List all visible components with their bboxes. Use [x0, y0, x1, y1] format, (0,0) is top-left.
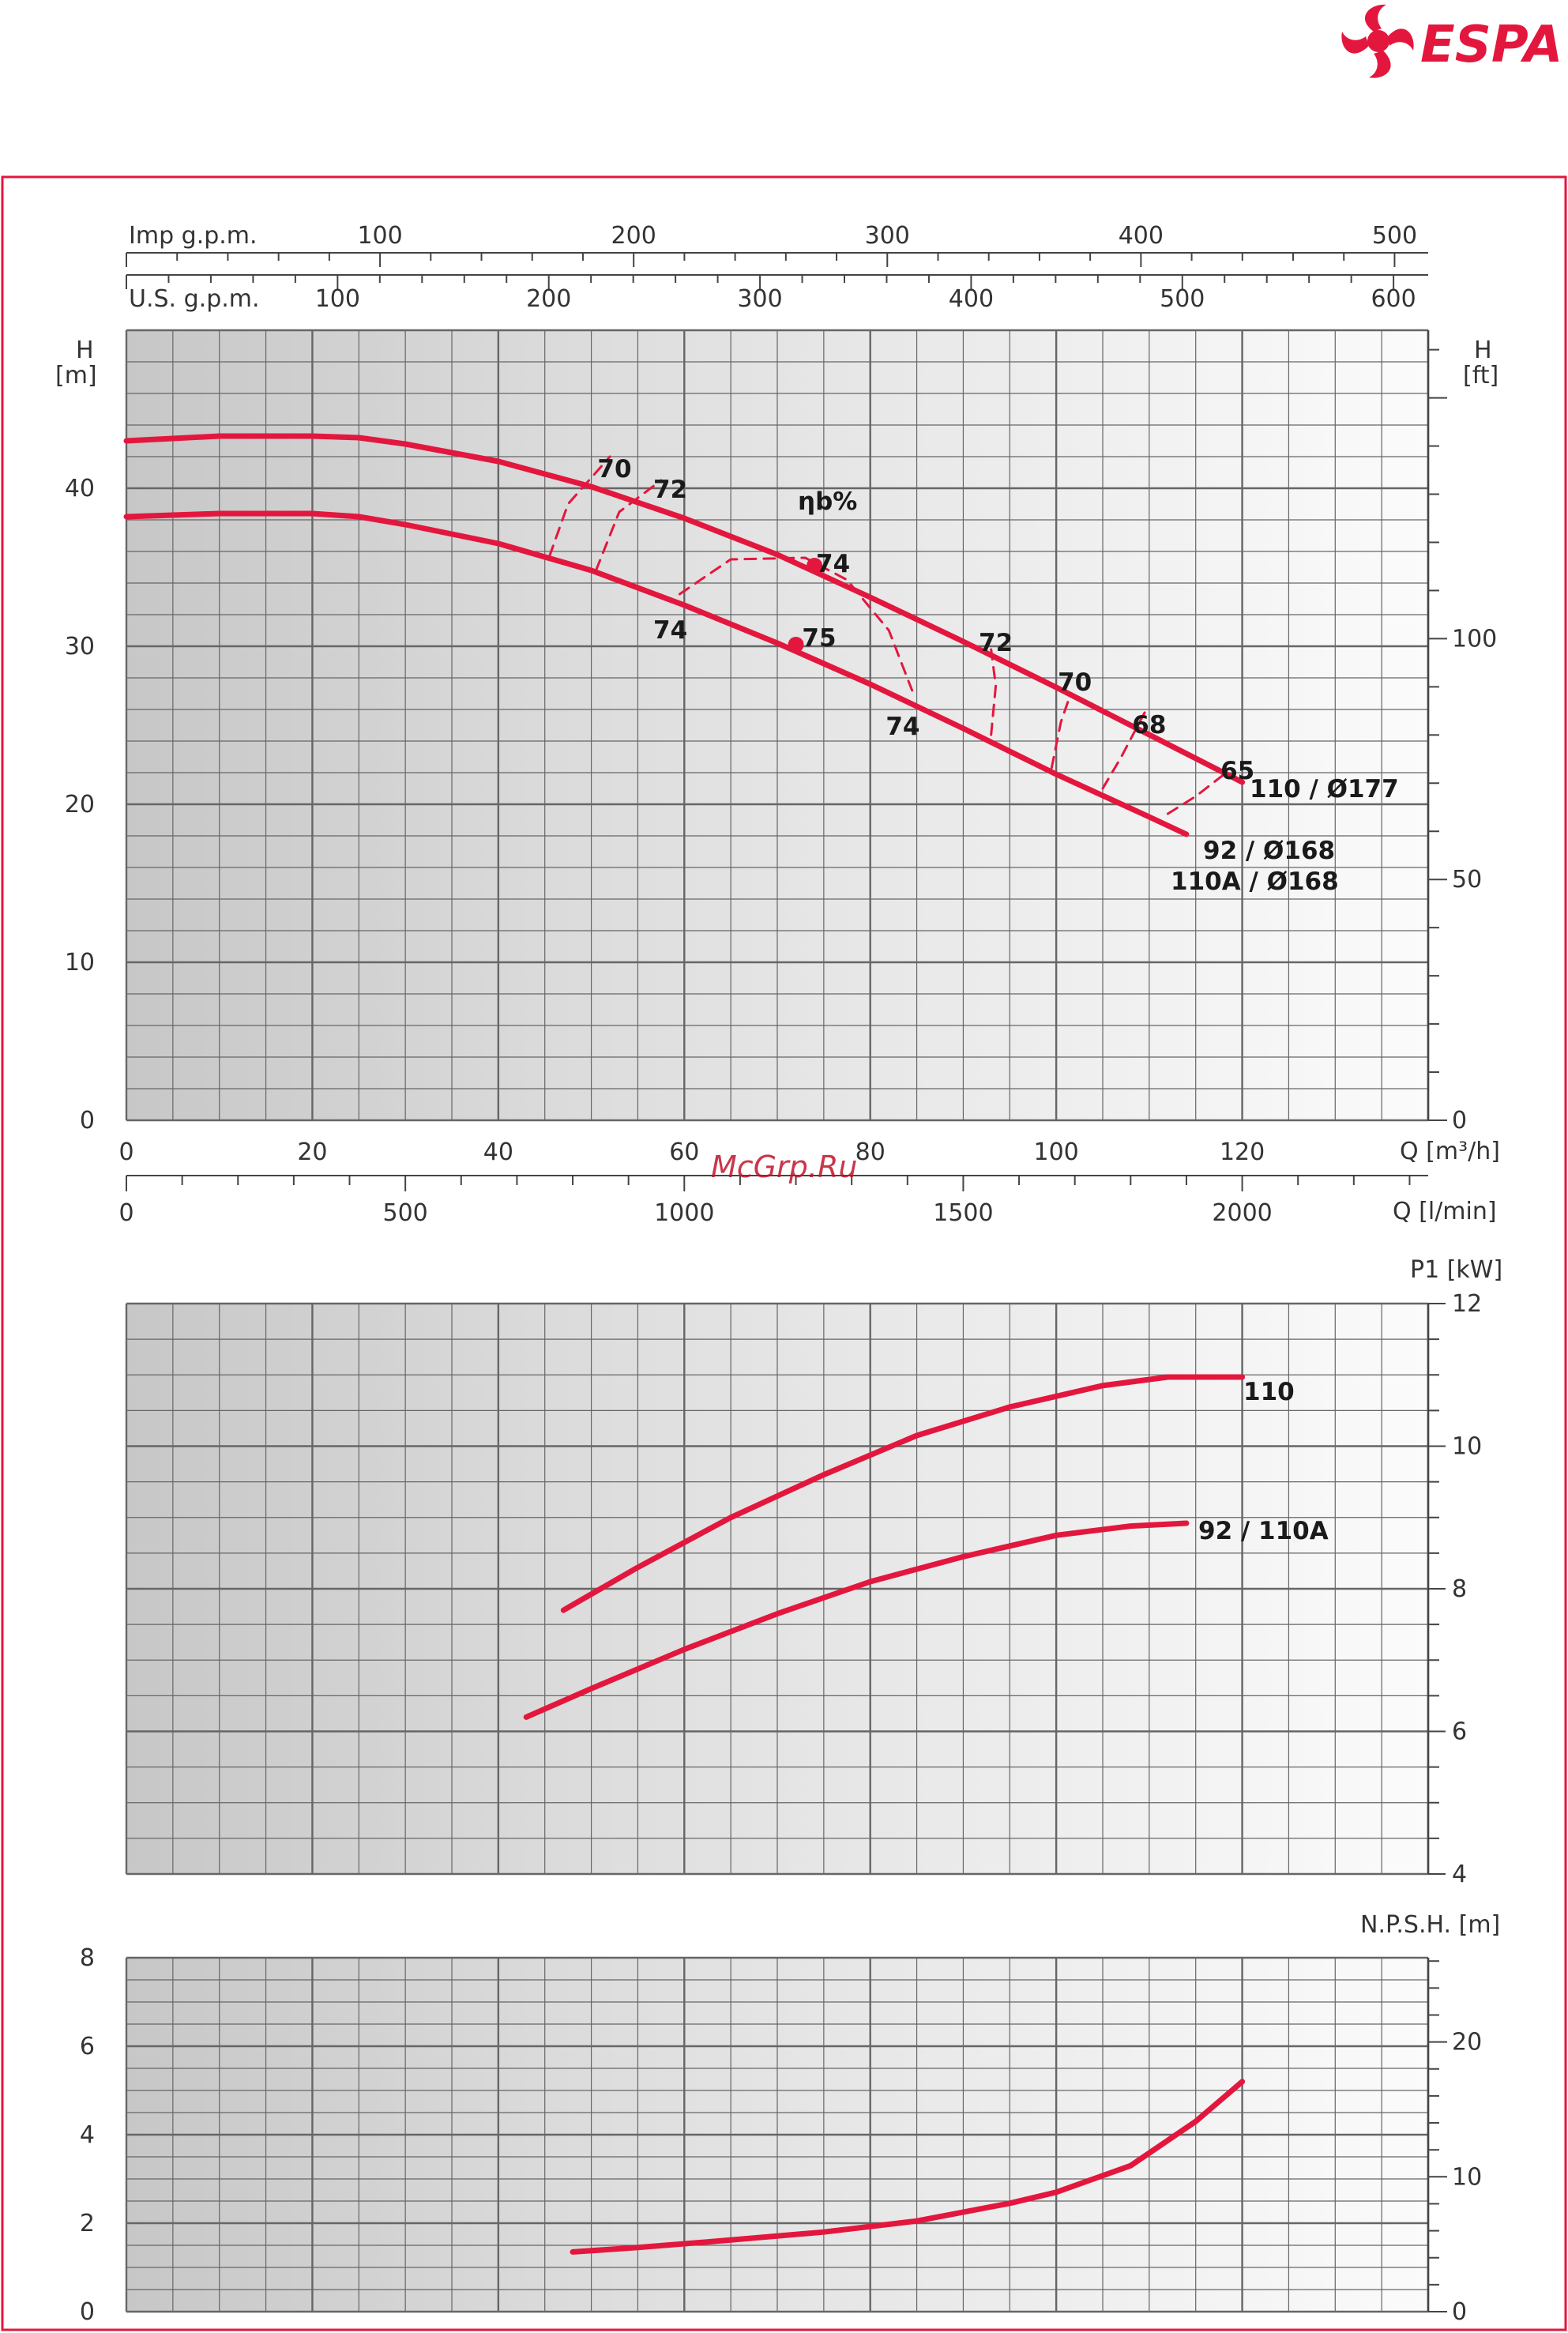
us-gpm-tick-label: 100 [315, 285, 360, 313]
power-label-92-110a: 92 / 110A [1198, 1517, 1329, 1545]
efficiency-curve-72 [595, 479, 663, 572]
flow-m3h-tick-label: 80 [855, 1138, 886, 1166]
us-gpm-tick-label: 400 [949, 285, 994, 313]
flow-m3h-tick-label: 100 [1034, 1138, 1079, 1166]
us-gpm-tick-label: 500 [1160, 285, 1205, 313]
power-label-110: 110 [1243, 1378, 1295, 1406]
head-tick-label-m: 10 [65, 949, 95, 976]
head-tick-label-ft: 100 [1452, 625, 1497, 653]
flow-m3h-tick-label: 40 [483, 1138, 513, 1166]
imp-gpm-axis-title: Imp g.p.m. [129, 222, 258, 250]
head-axis-title-m: H [76, 337, 94, 364]
npsh-chart: 0 2 4 6 8 0 10 20 [80, 1944, 1482, 2326]
imp-gpm-tick-label: 400 [1119, 222, 1164, 250]
us-gpm-tick-label: 300 [737, 285, 782, 313]
imp-gpm-tick-label: 500 [1372, 222, 1417, 250]
head-chart: 0 10 20 30 40 0 50 100 70 72 74 75 74 74 72 70 68 65 [65, 329, 1497, 1135]
efficiency-curve-72 [990, 648, 998, 736]
series-label-92-168: 92 / Ø168 [1203, 837, 1335, 865]
efficiency-curve-70 [548, 455, 611, 558]
us-gpm-axis-title: U.S. g.p.m. [129, 285, 260, 313]
power-chart: 4 6 8 10 12 [125, 1290, 1482, 1888]
head-axis-title-ft: H [1474, 337, 1492, 364]
power-curve-0 [560, 1374, 1246, 1613]
flow-lmin-tick-label: 500 [383, 1199, 428, 1227]
head-curve-0 [123, 433, 1246, 785]
flow-m3h-tick-label: 120 [1220, 1138, 1265, 1166]
flow-axes: 0 20 40 60 80 100 120 0 500 1000 1500 2000 100 200 300… [118, 222, 1428, 1227]
power-tick-label: 4 [1452, 1861, 1467, 1888]
flow-m3h-tick-label: 0 [118, 1138, 133, 1166]
power-axis-title: P1 [kW] [1410, 1256, 1502, 1284]
head-tick-label-m: 40 [65, 475, 95, 502]
series-label-110-177: 110 / Ø177 [1250, 775, 1399, 803]
npsh-tick-label-m: 8 [80, 1944, 95, 1972]
efficiency-label: 68 [1132, 711, 1166, 739]
efficiency-label: 74 [886, 713, 919, 741]
efficiency-title: ηb% [798, 487, 857, 516]
head-axis-unit-m: [m] [55, 362, 97, 389]
flow-lmin-tick-label: 1500 [933, 1199, 993, 1227]
efficiency-label: 70 [597, 455, 631, 484]
efficiency-curve-74 [678, 556, 914, 692]
efficiency-curve-68 [1101, 711, 1146, 790]
flow-m3h-tick-label: 20 [297, 1138, 327, 1166]
imp-gpm-tick-label: 100 [357, 222, 402, 250]
npsh-tick-label-m: 4 [80, 2121, 95, 2149]
flow-m3h-tick-label: 60 [669, 1138, 699, 1166]
efficiency-label: 75 [802, 624, 836, 653]
efficiency-label: 72 [979, 629, 1013, 657]
flow-lmin-tick-label: 2000 [1212, 1199, 1272, 1227]
power-tick-label: 12 [1452, 1290, 1482, 1318]
head-tick-label-ft: 50 [1452, 866, 1482, 894]
npsh-tick-label-m: 0 [80, 2298, 95, 2326]
npsh-curve [570, 2079, 1246, 2255]
efficiency-label: 65 [1220, 757, 1254, 785]
efficiency-curve-70 [1050, 694, 1072, 770]
head-tick-label-ft: 0 [1452, 1107, 1467, 1135]
imp-gpm-tick-label: 300 [865, 222, 910, 250]
flow-lmin-axis-title: Q [l/min] [1393, 1198, 1497, 1225]
page-frame [1, 175, 1567, 2331]
npsh-axis-title: N.P.S.H. [m] [1360, 1911, 1500, 1939]
efficiency-label: 72 [653, 476, 687, 504]
power-tick-label: 6 [1452, 1718, 1467, 1746]
npsh-tick-label-ft: 10 [1452, 2163, 1482, 2191]
flow-lmin-tick-label: 1000 [654, 1199, 714, 1227]
imp-gpm-tick-label: 200 [611, 222, 656, 250]
best-efficiency-point [807, 558, 823, 574]
efficiency-curve-65 [1166, 770, 1230, 815]
head-tick-label-m: 0 [80, 1107, 95, 1135]
power-tick-label: 10 [1452, 1433, 1482, 1461]
head-axis-unit-ft: [ft] [1463, 362, 1498, 389]
power-tick-label: 8 [1452, 1575, 1467, 1603]
efficiency-label: 70 [1058, 668, 1092, 697]
head-tick-label-m: 20 [65, 791, 95, 818]
npsh-tick-label-ft: 20 [1452, 2029, 1482, 2056]
npsh-tick-label-m: 6 [80, 2033, 95, 2060]
best-efficiency-point [788, 637, 804, 653]
watermark: McGrp.Ru [711, 1150, 857, 1184]
impeller-logo-icon [1341, 4, 1414, 78]
us-gpm-tick-label: 200 [526, 285, 571, 313]
head-tick-label-m: 30 [65, 633, 95, 660]
series-label-110a-168: 110A / Ø168 [1171, 867, 1339, 896]
power-curve-1 [523, 1520, 1190, 1720]
npsh-tick-label-m: 2 [80, 2210, 95, 2237]
flow-m3h-axis-title: Q [m³/h] [1400, 1138, 1500, 1165]
espa-logo: ESPA [1341, 4, 1562, 78]
flow-lmin-tick-label: 0 [118, 1199, 133, 1227]
head-curve-1 [123, 510, 1190, 837]
us-gpm-tick-label: 600 [1371, 285, 1416, 313]
npsh-tick-label-ft: 0 [1452, 2298, 1467, 2326]
brand-name: ESPA [1420, 16, 1562, 74]
efficiency-label: 74 [816, 550, 850, 578]
efficiency-label: 74 [653, 616, 687, 645]
